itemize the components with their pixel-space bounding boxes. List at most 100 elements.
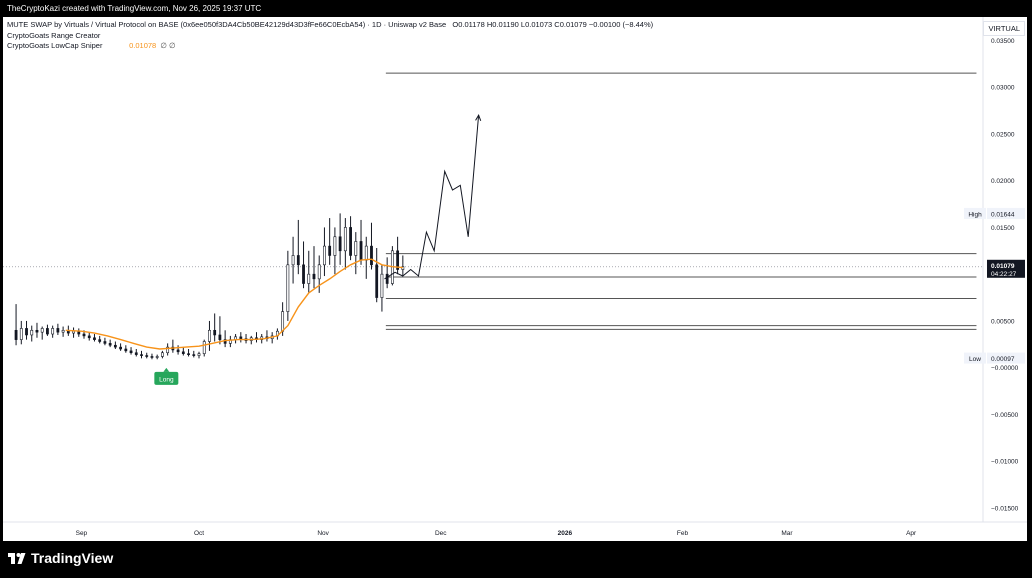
candle-body: [286, 264, 290, 312]
candle-body: [82, 333, 86, 337]
last-price-badge: [987, 259, 1025, 278]
candle-body: [25, 328, 28, 336]
candle-body: [208, 329, 211, 342]
candle-body: [213, 329, 217, 336]
projection-path: [384, 115, 480, 280]
candle-body: [51, 328, 55, 335]
x-tick-label: 2026: [558, 530, 573, 537]
candle-body: [113, 344, 117, 348]
y-tick-label: 0.03500: [991, 38, 1015, 45]
indicator-name: CryptoGoats Range Creator: [7, 30, 101, 40]
candle-body: [72, 330, 75, 334]
candle-body: [192, 354, 196, 356]
price-chart[interactable]: 0.03500 0.03000 0.02500 0.02000 0.01500 0.005…: [3, 17, 1027, 541]
candle-body: [134, 352, 138, 355]
candle-body: [343, 227, 347, 252]
high-value-bg: [987, 207, 1025, 219]
x-tick-label: Nov: [317, 530, 329, 537]
ohlc-values: O0.01178 H0.01190 L0.01073 C0.01079 −0.0…: [452, 20, 654, 29]
candle-body: [307, 273, 311, 284]
high-value-label: 0.01644: [991, 211, 1015, 218]
candle-body: [166, 346, 170, 354]
candle-body: [281, 311, 285, 332]
candle-body: [145, 355, 149, 357]
indicator-name: CryptoGoats LowCap Sniper: [7, 41, 103, 50]
y-tick-label: 0.02000: [991, 178, 1015, 185]
y-tick-label: −0.01500: [991, 505, 1019, 512]
x-tick-label: Sep: [76, 530, 88, 537]
symbol-label: VIRTUAL: [988, 24, 1020, 33]
candle-body: [108, 343, 112, 346]
symbol-label-box[interactable]: VIRTUAL: [983, 21, 1025, 36]
tradingview-brand: TradingView: [31, 550, 114, 566]
candle-body: [98, 339, 102, 342]
candle-body: [197, 353, 201, 356]
candle-body: [187, 353, 190, 355]
candle-body: [328, 245, 332, 256]
chart-legend: MUTE SWAP by Virtuals / Virtual Protocol…: [7, 20, 653, 52]
low-value-bg: [987, 352, 1025, 364]
x-tick-label: Oct: [194, 530, 204, 537]
candle-body: [181, 351, 185, 354]
y-tick-label: 0.00500: [991, 318, 1015, 325]
candle-body: [364, 245, 368, 261]
candle-body: [202, 341, 206, 354]
long-signal-tag: [154, 371, 179, 385]
candle-body: [218, 334, 222, 340]
bar-countdown: 04:22:27: [991, 271, 1017, 278]
indicator-lowcap-sniper[interactable]: CryptoGoats LowCap Sniper 0.01078 ∅ ∅: [7, 41, 653, 52]
candle-body: [87, 335, 91, 339]
candle-body: [296, 255, 300, 266]
candle-body: [338, 236, 342, 252]
candle-body: [359, 241, 363, 261]
candle-body: [239, 336, 243, 340]
candle-body: [103, 341, 107, 344]
last-price-value: 0.01079: [991, 263, 1015, 270]
candle-body: [119, 346, 123, 350]
low-tag-label: Low: [969, 356, 981, 363]
candle-body: [150, 356, 154, 358]
candle-body: [349, 227, 352, 256]
candle-body: [40, 328, 44, 333]
candle-body: [46, 328, 49, 335]
candle-body: [354, 241, 358, 256]
high-tag-bg: [964, 207, 986, 219]
candle-body: [129, 350, 133, 354]
y-tick-label: −0.00000: [991, 365, 1019, 372]
candle-body: [124, 348, 128, 352]
candle-body: [155, 356, 159, 358]
attribution-text: TheCryptoKazi created with TradingView.c…: [7, 4, 262, 13]
high-tag-label: High: [968, 211, 982, 218]
low-tag-bg: [964, 352, 986, 364]
candle-body: [333, 236, 337, 256]
candle-body: [161, 352, 164, 357]
candle-body: [140, 354, 143, 356]
y-tick-label: 0.02500: [991, 131, 1015, 138]
candle-body: [93, 337, 96, 340]
indicator-flags: ∅ ∅: [160, 41, 176, 50]
projection-arrow-icon: [475, 114, 482, 121]
y-tick-label: −0.01000: [991, 459, 1019, 466]
indicator-range-creator[interactable]: CryptoGoats Range Creator: [7, 31, 653, 42]
candle-body: [323, 245, 326, 266]
candle-body: [176, 349, 180, 353]
candle-body: [370, 245, 373, 266]
candle-body: [375, 264, 379, 298]
symbol-title[interactable]: MUTE SWAP by Virtuals / Virtual Protocol…: [7, 20, 447, 29]
y-tick-label: −0.00500: [991, 412, 1019, 419]
candle-body: [35, 329, 39, 333]
candle-body: [30, 329, 34, 336]
candle-body: [61, 329, 65, 333]
ema-line: [65, 258, 403, 350]
x-tick-label: Feb: [677, 530, 689, 537]
candle-body: [385, 273, 389, 284]
long-signal-label: Long: [159, 376, 174, 383]
x-tick-label: Dec: [435, 530, 447, 537]
tradingview-logo-icon: [8, 553, 26, 564]
candle-body: [19, 328, 23, 340]
low-value-label: 0.00097: [991, 356, 1015, 363]
candle-body: [14, 329, 18, 340]
candle-body: [302, 264, 305, 284]
legend-symbol-row: MUTE SWAP by Virtuals / Virtual Protocol…: [7, 20, 653, 31]
chart-panel[interactable]: 0.03500 0.03000 0.02500 0.02000 0.01500 0.005…: [3, 17, 1027, 541]
